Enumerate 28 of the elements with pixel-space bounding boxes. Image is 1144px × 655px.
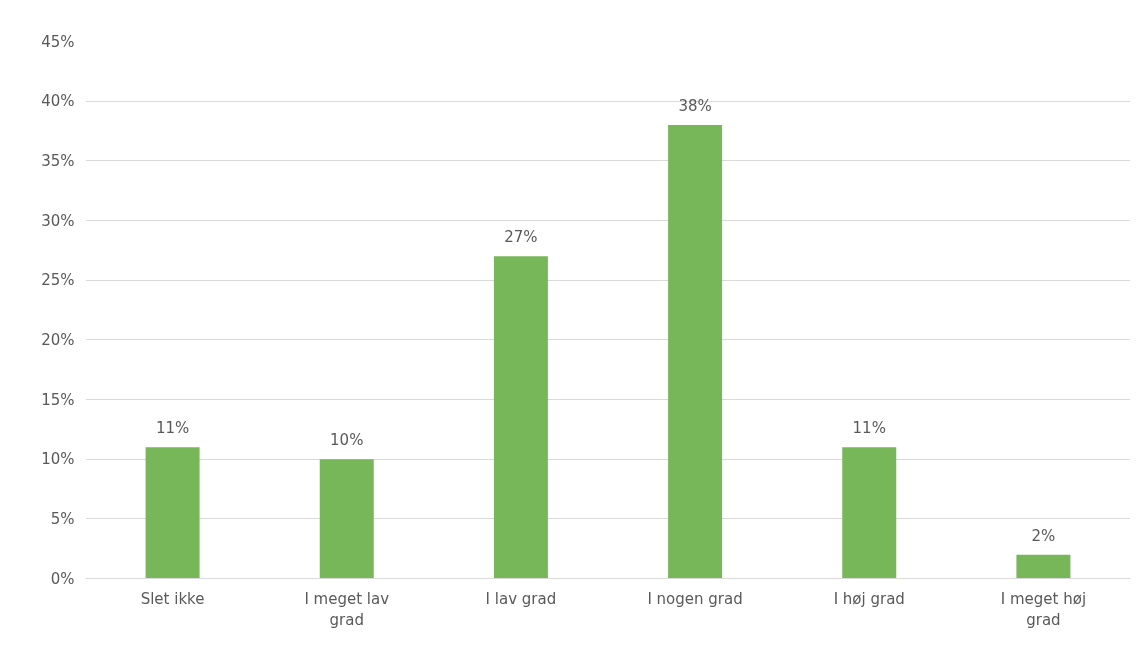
- bar: [319, 459, 374, 579]
- data-label: 27%: [504, 228, 538, 247]
- y-tick-label: 20%: [41, 330, 75, 349]
- x-tick-label: I lav grad: [485, 589, 557, 608]
- y-tick-label: 5%: [50, 509, 75, 528]
- y-tick-label: 0%: [50, 569, 75, 588]
- bar: [1016, 554, 1071, 579]
- y-tick-label: 25%: [41, 271, 75, 290]
- bar: [842, 447, 897, 579]
- y-tick-label: 45%: [41, 32, 75, 51]
- x-tick-label: I høj grad: [833, 589, 905, 608]
- data-label: 38%: [678, 97, 712, 116]
- data-label: 11%: [852, 419, 886, 438]
- y-tick-label: 30%: [41, 211, 75, 230]
- x-tick-label: Slet ikke: [140, 589, 205, 608]
- data-label: 11%: [155, 419, 190, 438]
- y-tick-label: 15%: [41, 390, 75, 409]
- x-tick-label: I meget lav grad: [304, 589, 390, 630]
- bar: [493, 256, 548, 579]
- x-tick-label: I meget høj grad: [1000, 589, 1087, 630]
- y-tick-label: 35%: [41, 151, 75, 170]
- y-tick-label: 10%: [41, 450, 75, 469]
- x-tick-label: I nogen grad: [647, 589, 743, 608]
- y-tick-label: 40%: [41, 92, 75, 111]
- bar: [668, 125, 723, 579]
- data-label: 10%: [330, 431, 364, 450]
- data-label: 2%: [1031, 526, 1056, 545]
- bar: [145, 447, 200, 579]
